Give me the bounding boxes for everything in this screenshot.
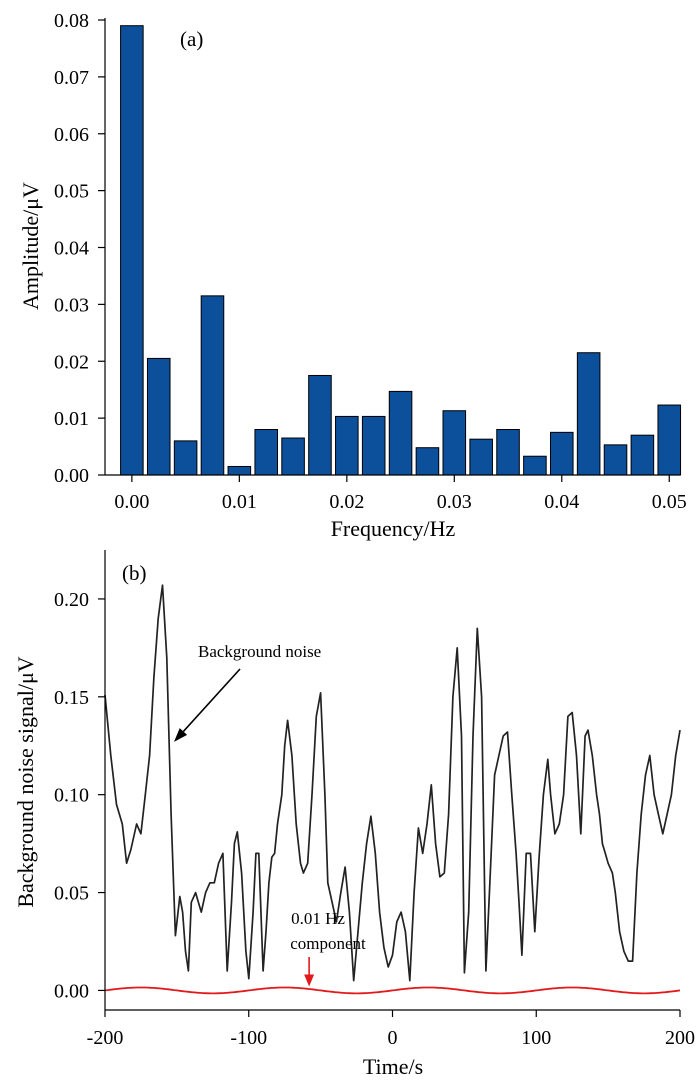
- panel-a-bar-chart: 0.00 0.01 0.02 0.03 0.04 0.05 0.000.010.020.0…: [18, 10, 687, 541]
- x-tick-label: 100: [521, 1027, 551, 1049]
- x-tick-label: 0.04: [544, 491, 579, 513]
- bar: [496, 429, 520, 476]
- annotation-arrowhead: [174, 728, 188, 742]
- y-axis-title-b: Background noise signal/μV: [13, 656, 38, 907]
- annotation-background-noise: Background noise: [198, 642, 321, 661]
- x-axis-title: Frequency/Hz: [331, 516, 456, 541]
- annotation-arrow-line: [182, 668, 241, 732]
- component-arrowhead: [304, 974, 315, 987]
- bar: [549, 431, 574, 476]
- panel-label-b: (b): [122, 561, 147, 585]
- bar: [281, 437, 305, 476]
- y-tick-label: 0.02: [54, 351, 89, 373]
- bar-series: [120, 25, 682, 476]
- x-tick-label: 0.03: [437, 491, 472, 513]
- bar: [603, 444, 628, 476]
- x-ticks: 0.00 0.01 0.02 0.03 0.04 0.05: [114, 475, 687, 513]
- panel-b-line-chart: -200 -100 0 100 200 0.00 0.05 0.10 0.15 0.20 (b)…: [13, 550, 695, 1079]
- bar: [657, 404, 682, 476]
- y-ticks-b: 0.00 0.05 0.10 0.15 0.20: [54, 589, 105, 1002]
- bar: [173, 440, 198, 476]
- bar: [576, 352, 601, 476]
- bar: [415, 447, 440, 476]
- y-tick-label: 0.03: [54, 294, 89, 316]
- y-tick-label: 0.05: [54, 883, 89, 905]
- x-tick-label: 200: [665, 1027, 695, 1049]
- y-tick-label: 0.06: [54, 124, 89, 146]
- y-tick-label: 0.10: [54, 785, 89, 807]
- bar: [469, 438, 493, 476]
- annotation-component-line1: 0.01 Hz: [291, 909, 345, 928]
- annotation-component-line2: component: [290, 934, 366, 953]
- x-tick-label: 0: [388, 1027, 398, 1049]
- bar: [227, 465, 252, 476]
- x-tick-label: 0.05: [652, 491, 687, 513]
- bar: [361, 415, 386, 476]
- bar: [442, 410, 467, 476]
- y-tick-label: 0.01: [54, 408, 89, 430]
- bar: [146, 357, 171, 476]
- bar: [523, 455, 547, 476]
- y-tick-label: 0.00: [54, 980, 89, 1002]
- bar: [308, 374, 332, 476]
- bar: [388, 390, 413, 476]
- x-tick-label: -100: [230, 1027, 267, 1049]
- y-tick-label: 0.07: [54, 67, 89, 89]
- background-noise-line: [104, 584, 681, 982]
- x-tick-label: 0.02: [329, 491, 364, 513]
- bar: [630, 434, 655, 476]
- bar: [200, 295, 225, 476]
- component-line: [104, 986, 681, 995]
- y-tick-label: 0.05: [54, 181, 89, 203]
- y-tick-label: 0.00: [54, 465, 89, 487]
- bar: [335, 415, 359, 476]
- y-tick-label: 0.15: [54, 687, 89, 709]
- x-ticks-b: -200 -100 0 100 200: [87, 1010, 695, 1049]
- x-axis-title-b: Time/s: [363, 1054, 423, 1079]
- bar: [254, 429, 278, 476]
- x-tick-label: 0.01: [222, 491, 257, 513]
- x-tick-label: 0.00: [114, 491, 149, 513]
- panel-label-a: (a): [180, 27, 203, 51]
- y-axis-title: Amplitude/μV: [18, 182, 43, 310]
- y-tick-label: 0.08: [54, 10, 89, 32]
- bar: [120, 25, 144, 476]
- x-tick-label: -200: [87, 1027, 124, 1049]
- y-tick-label: 0.20: [54, 589, 89, 611]
- y-ticks: 0.00 0.01 0.02 0.03 0.04 0.05 0.06 0.07 0.08: [54, 10, 105, 487]
- y-tick-label: 0.04: [54, 238, 89, 260]
